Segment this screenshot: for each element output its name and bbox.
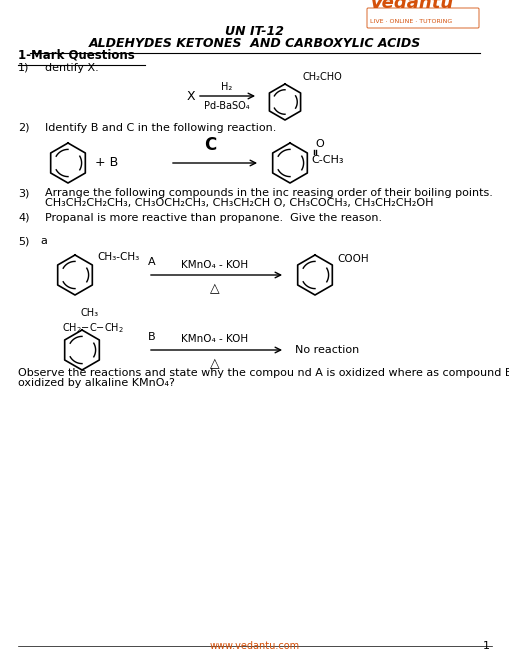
Text: CH₃CH₂CH₂CH₃, CH₃OCH₂CH₃, CH₃CH₂CH O, CH₃COCH₃, CH₃CH₂CH₂OH: CH₃CH₂CH₂CH₃, CH₃OCH₂CH₃, CH₃CH₂CH O, CH… xyxy=(45,198,433,208)
Text: C: C xyxy=(204,136,216,154)
Text: C-CH₃: C-CH₃ xyxy=(310,155,343,165)
Text: + B: + B xyxy=(95,156,118,170)
Text: Vedantu: Vedantu xyxy=(369,0,454,12)
Text: dentify X.: dentify X. xyxy=(45,63,99,73)
Text: Arrange the following compounds in the inc reasing order of their boiling points: Arrange the following compounds in the i… xyxy=(45,188,492,198)
Text: H₂: H₂ xyxy=(221,82,232,92)
Text: B: B xyxy=(148,332,155,342)
Text: △: △ xyxy=(210,357,219,370)
Text: △: △ xyxy=(210,282,219,295)
Text: ALDEHYDES KETONES  AND CARBOXYLIC ACIDS: ALDEHYDES KETONES AND CARBOXYLIC ACIDS xyxy=(89,37,420,50)
Text: COOH: COOH xyxy=(336,254,368,264)
Text: 5): 5) xyxy=(18,236,30,246)
Text: 2): 2) xyxy=(18,123,30,133)
Text: 1: 1 xyxy=(482,641,489,651)
Text: Observe the reactions and state why the compou nd A is oxidized where as compoun: Observe the reactions and state why the … xyxy=(18,368,509,378)
Text: Identify B and C in the following reaction.: Identify B and C in the following reacti… xyxy=(45,123,276,133)
Text: CH₃: CH₃ xyxy=(81,308,99,318)
Text: Propanal is more reactive than propanone.  Give the reason.: Propanal is more reactive than propanone… xyxy=(45,213,381,223)
Text: 4): 4) xyxy=(18,213,30,223)
Text: X: X xyxy=(186,90,194,102)
Text: Pd-BaSO₄: Pd-BaSO₄ xyxy=(204,101,249,111)
Text: CH$_2$$-$C$-$CH$_2$: CH$_2$$-$C$-$CH$_2$ xyxy=(62,321,124,335)
Text: oxidized by alkaline KMnO₄?: oxidized by alkaline KMnO₄? xyxy=(18,378,175,388)
Text: CH₃-CH₃: CH₃-CH₃ xyxy=(97,252,139,262)
Text: A: A xyxy=(148,257,155,267)
Text: 1): 1) xyxy=(18,63,30,73)
Text: CH₂CHO: CH₂CHO xyxy=(302,72,342,82)
Text: KMnO₄ - KOH: KMnO₄ - KOH xyxy=(181,260,248,270)
Text: No reaction: No reaction xyxy=(294,345,358,355)
Text: O: O xyxy=(315,139,323,149)
Text: LIVE · ONLINE · TUTORING: LIVE · ONLINE · TUTORING xyxy=(369,19,451,24)
Text: KMnO₄ - KOH: KMnO₄ - KOH xyxy=(181,334,248,344)
Text: UN IT-12: UN IT-12 xyxy=(225,25,284,38)
Text: www.vedantu.com: www.vedantu.com xyxy=(210,641,299,651)
Text: a: a xyxy=(40,236,47,246)
Text: 1-Mark Questions: 1-Mark Questions xyxy=(18,49,134,62)
Text: 3): 3) xyxy=(18,188,30,198)
